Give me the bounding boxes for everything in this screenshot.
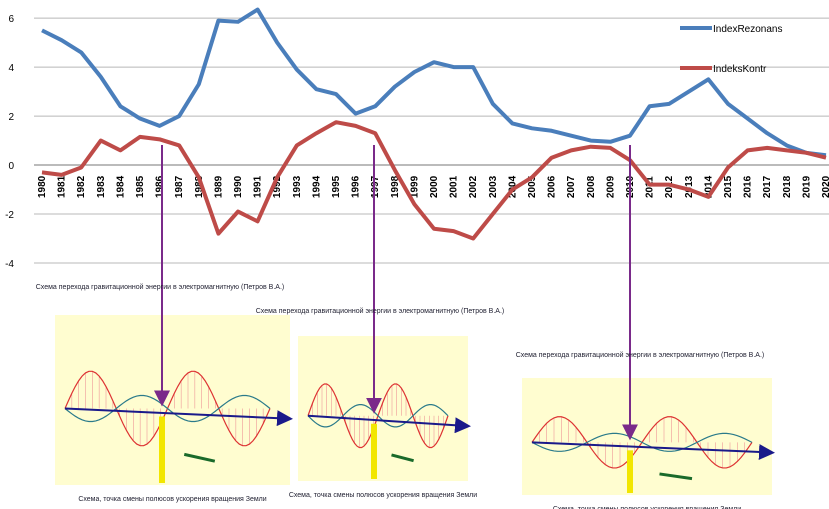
x-tick-label: 2006: [547, 175, 558, 198]
illustration-caption: Схема, точка смены полюсов ускорения вра…: [553, 506, 741, 509]
legend-label: IndeksKontr: [713, 64, 767, 75]
x-tick-label: 1990: [233, 175, 244, 198]
y-tick-label: 0: [8, 161, 14, 172]
x-tick-label: 1991: [253, 175, 264, 198]
x-tick-label: 2005: [527, 175, 538, 198]
x-tick-label: 1988: [194, 175, 205, 198]
illustration-caption: Схема, точка смены полюсов ускорения вра…: [78, 496, 266, 503]
y-tick-label: 6: [8, 14, 14, 25]
illustration-caption: Схема, точка смены полюсов ускорения вра…: [289, 492, 477, 499]
x-tick-label: 2014: [703, 175, 714, 198]
x-tick-label: 2002: [468, 175, 479, 198]
wave-axis: [531, 441, 775, 461]
illustration-box: [298, 336, 468, 481]
wave-b: [64, 394, 271, 423]
x-tick-label: 2015: [723, 175, 734, 198]
illustration: [298, 336, 471, 481]
x-tick-label: 2009: [605, 175, 616, 198]
x-tick-label: 2000: [429, 175, 440, 198]
arrow-green: [183, 452, 216, 463]
pointer-yellow: [159, 416, 165, 483]
illustration-title: Схема перехода гравитационной энергии в …: [516, 351, 764, 359]
x-tick-label: 1994: [311, 175, 322, 198]
wave-b: [531, 432, 753, 452]
legend-label: IndexRezonans: [713, 24, 783, 35]
x-tick-label: 2011: [645, 176, 656, 198]
x-tick-label: 1989: [213, 175, 224, 198]
y-tick-label: -4: [5, 259, 14, 270]
x-tick-label: 1995: [331, 175, 342, 198]
illustration-box: [522, 378, 772, 495]
x-tick-label: 1993: [292, 175, 303, 198]
x-tick-label: 1984: [115, 175, 126, 198]
pointer-yellow: [627, 450, 633, 493]
y-tick-label: 2: [8, 112, 14, 123]
arrow-green: [391, 453, 414, 463]
x-tick-label: 2004: [507, 175, 518, 198]
x-tick-label: 2007: [566, 175, 577, 198]
x-tick-label: 1999: [409, 175, 420, 198]
x-tick-label: 1985: [135, 175, 146, 198]
x-tick-label: 1992: [272, 175, 283, 198]
x-tick-label: 2013: [684, 175, 695, 198]
wave-axis: [64, 407, 293, 427]
x-tick-label: 1987: [174, 175, 185, 198]
pointer-yellow: [371, 423, 377, 479]
y-tick-label: -2: [5, 210, 14, 221]
x-tick-label: 1983: [96, 175, 107, 198]
x-tick-label: 2019: [801, 175, 812, 198]
illustration-title: Схема перехода гравитационной энергии в …: [256, 307, 504, 315]
series-line: [41, 7, 827, 158]
x-tick-label: 1981: [57, 175, 68, 198]
wave-axis: [307, 414, 471, 434]
x-tick-label: 2008: [586, 175, 597, 198]
x-tick-label: 2017: [762, 175, 773, 198]
x-tick-label: 2001: [449, 175, 460, 198]
x-tick-label: 2020: [821, 175, 829, 198]
wave-b: [307, 404, 449, 428]
x-tick-label: 2018: [782, 175, 793, 198]
x-tick-label: 1986: [155, 175, 166, 198]
y-tick-label: 4: [8, 63, 14, 74]
x-tick-label: 1996: [351, 175, 362, 198]
illustration-title: Схема перехода гравитационной энергии в …: [36, 283, 284, 291]
illustration: [522, 378, 775, 495]
x-tick-label: 1998: [390, 175, 401, 198]
x-tick-label: 2003: [488, 175, 499, 198]
x-tick-label: 1982: [76, 175, 87, 198]
x-tick-label: 2016: [743, 175, 754, 198]
arrow-green: [659, 472, 693, 481]
x-tick-label: 1980: [37, 175, 48, 198]
series-line: [41, 120, 827, 241]
illustration: [55, 315, 293, 485]
x-tick-label: 1997: [370, 175, 381, 198]
illustration-box: [55, 315, 290, 485]
